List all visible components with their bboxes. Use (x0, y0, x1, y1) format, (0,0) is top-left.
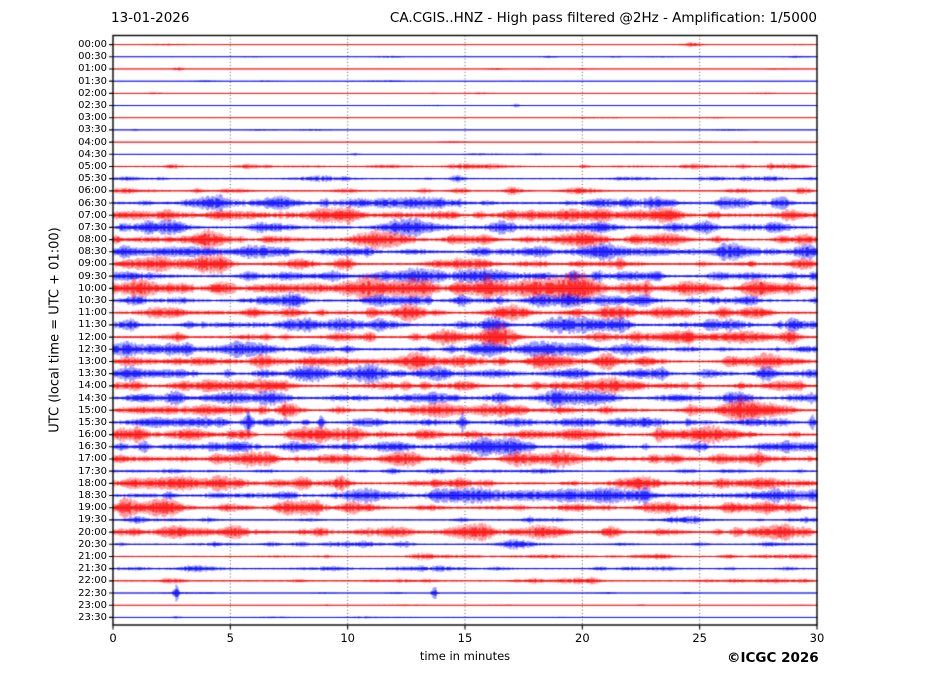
y-tick-label: 13:30 (78, 368, 107, 380)
x-tick-label: 5 (226, 631, 234, 645)
y-tick-label: 04:30 (78, 148, 107, 160)
y-tick-label: 23:00 (78, 599, 107, 611)
y-tick-label: 03:30 (78, 124, 107, 136)
y-tick-label: 15:30 (78, 416, 107, 428)
y-tick-label: 02:30 (78, 100, 107, 112)
y-tick-label: 06:30 (78, 197, 107, 209)
y-tick-label: 01:00 (78, 63, 107, 75)
y-tick-label: 06:00 (78, 185, 107, 197)
y-tick-label: 21:00 (78, 550, 107, 562)
x-tick-label: 25 (692, 631, 707, 645)
x-tick-label: 20 (575, 631, 590, 645)
y-tick-label: 17:30 (78, 465, 107, 477)
y-tick-label: 07:30 (78, 221, 107, 233)
y-tick-label: 05:00 (78, 160, 107, 172)
x-tick-label: 10 (340, 631, 355, 645)
y-tick-label: 08:30 (78, 246, 107, 258)
y-tick-label: 21:30 (78, 563, 107, 575)
y-tick-label: 22:00 (78, 575, 107, 587)
y-tick-label: 12:00 (78, 331, 107, 343)
y-tick-label: 17:00 (78, 453, 107, 465)
x-tick-label: 30 (809, 631, 825, 645)
y-tick-label: 22:30 (78, 587, 107, 599)
y-tick-label: 14:30 (78, 392, 107, 404)
x-axis-label: time in minutes (419, 649, 511, 663)
y-tick-label: 15:00 (78, 404, 107, 416)
y-tick-label: 10:00 (78, 282, 107, 294)
y-tick-label: 18:00 (78, 477, 107, 489)
y-tick-label: 16:30 (78, 441, 107, 453)
y-tick-label: 19:00 (78, 502, 107, 514)
y-tick-label: 09:30 (78, 270, 107, 282)
y-tick-label: 11:30 (78, 319, 107, 331)
y-tick-label: 00:30 (78, 51, 107, 63)
y-tick-label: 20:00 (78, 526, 107, 538)
y-tick-label: 11:00 (78, 307, 107, 319)
y-tick-label: 16:00 (78, 429, 107, 441)
y-tick-label: 10:30 (78, 295, 107, 307)
y-tick-label: 18:30 (78, 490, 107, 502)
y-tick-label: 23:30 (78, 611, 107, 623)
y-tick-label: 13:00 (78, 355, 107, 367)
y-tick-label: 00:00 (78, 39, 107, 51)
y-tick-label: 05:30 (78, 173, 107, 185)
y-tick-label: 04:00 (78, 136, 107, 148)
y-tick-label: 20:30 (78, 538, 107, 550)
y-tick-label: 12:30 (78, 343, 107, 355)
y-tick-label: 08:00 (78, 234, 107, 246)
x-tick-label: 0 (109, 631, 117, 645)
y-tick-label: 14:00 (78, 380, 107, 392)
date-label: 13-01-2026 (111, 10, 190, 26)
y-tick-label: 09:00 (78, 258, 107, 270)
y-tick-label: 02:00 (78, 87, 107, 99)
y-tick-label: 07:00 (78, 209, 107, 221)
y-tick-label: 03:00 (78, 112, 107, 124)
x-tick-label: 15 (457, 631, 473, 645)
plot-title: CA.CGIS..HNZ - High pass filtered @2Hz -… (389, 10, 817, 26)
y-tick-label: 19:30 (78, 514, 107, 526)
y-axis-label: UTC (local time = UTC + 01:00) (47, 227, 63, 433)
copyright-label: ©ICGC 2026 (727, 650, 819, 666)
y-tick-label: 01:30 (78, 75, 107, 87)
